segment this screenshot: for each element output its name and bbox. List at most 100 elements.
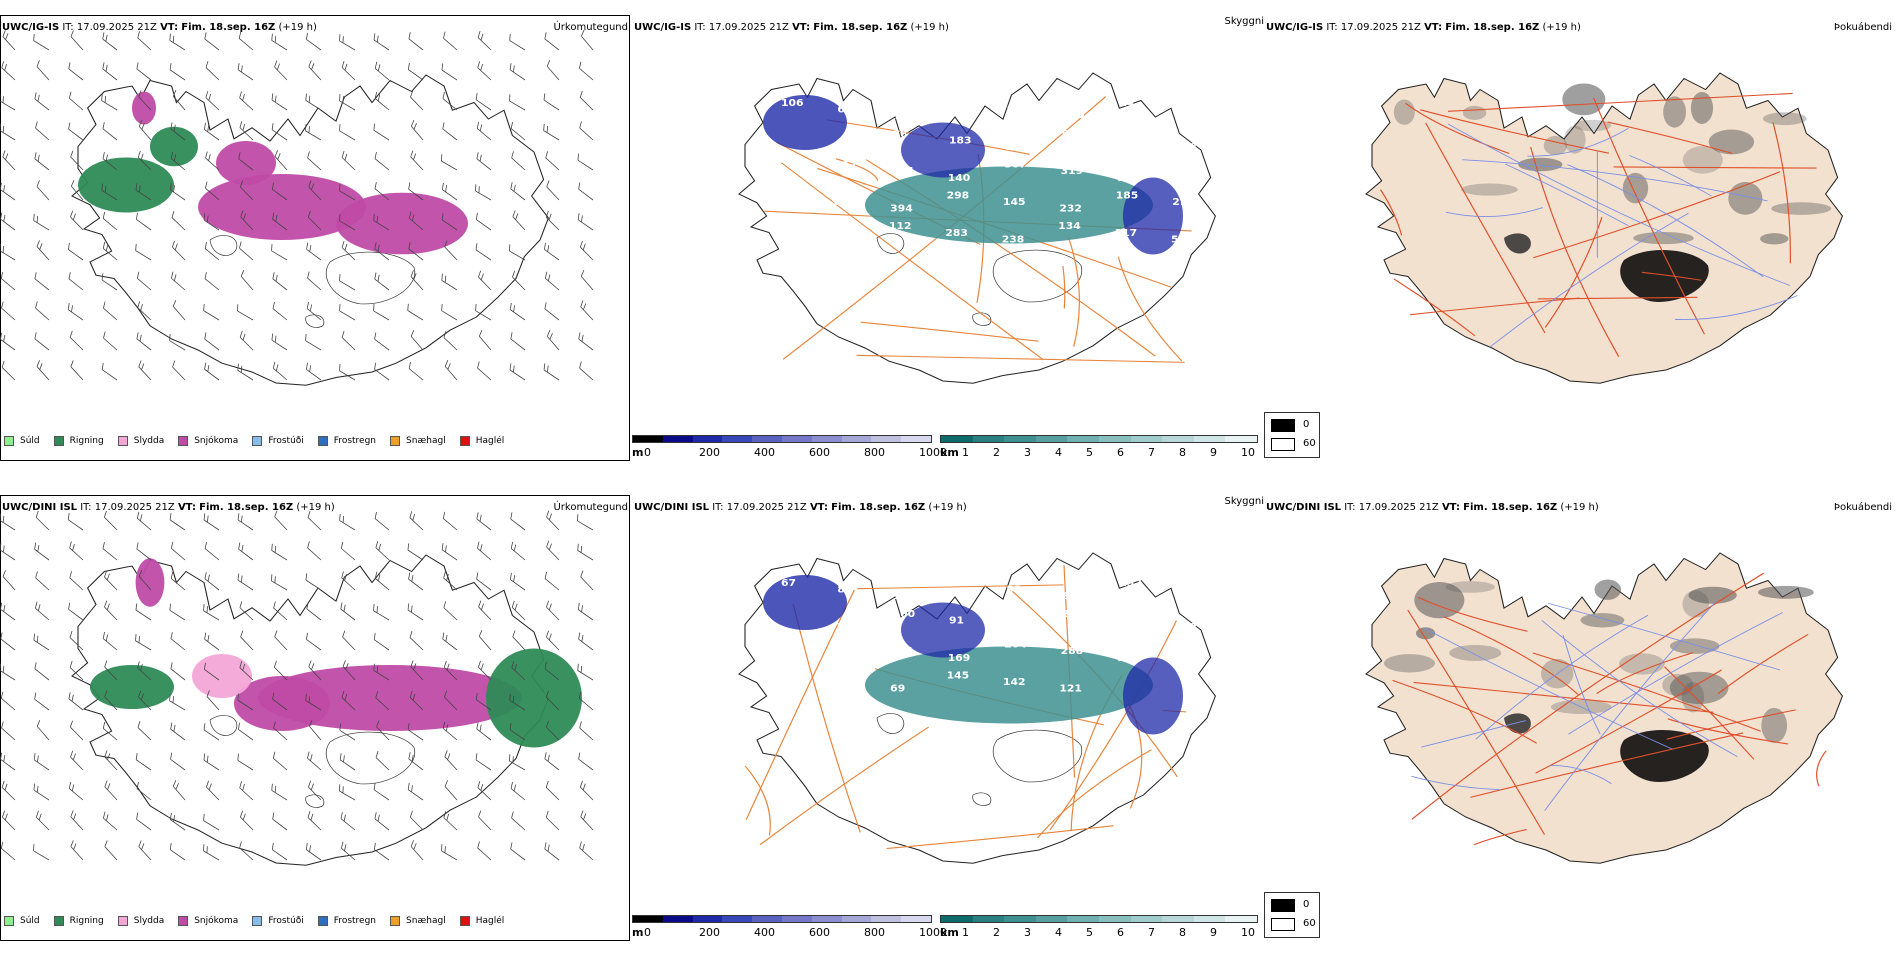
wind-barb xyxy=(339,542,359,560)
wind-barb xyxy=(66,123,86,140)
cloud-base-label: 108 xyxy=(894,591,917,602)
wind-barb xyxy=(475,362,495,380)
precip-legend-item: Rigning xyxy=(54,916,104,926)
cloud-base-label: 117 xyxy=(1115,227,1138,238)
wind-barb xyxy=(31,844,52,860)
wind-barb xyxy=(66,303,87,320)
fog-swatch-0 xyxy=(1271,899,1295,912)
wind-barb xyxy=(508,512,528,530)
wind-barb xyxy=(0,361,19,380)
cloud-base-label: 88 xyxy=(893,128,908,139)
wind-barb xyxy=(579,30,597,50)
wind-barb xyxy=(0,543,18,560)
cloud-base-label: 104 xyxy=(1063,111,1086,122)
wind-barb xyxy=(474,512,494,530)
visibility-tick: 5 xyxy=(1086,446,1093,459)
wind-barb xyxy=(0,603,19,620)
cloud-base-label: 664 xyxy=(1118,135,1141,146)
wind-barb xyxy=(67,92,87,110)
wind-barb xyxy=(307,60,326,80)
visibility-tick: 7 xyxy=(1148,926,1155,939)
legend-label: Rigning xyxy=(70,436,104,446)
legend-swatch xyxy=(4,916,14,926)
wind-barb xyxy=(270,93,291,110)
legend-label: Frostúði xyxy=(268,436,303,446)
wind-barb xyxy=(542,842,562,860)
wind-barb xyxy=(475,542,495,560)
cloud-base-label: 331 xyxy=(891,646,914,657)
precip-area xyxy=(90,665,174,709)
wind-barb xyxy=(67,272,87,290)
visibility-tick: 10 xyxy=(1241,446,1255,459)
wind-barb xyxy=(35,60,53,80)
legend-label: Slydda xyxy=(134,916,164,926)
wind-barb xyxy=(544,631,563,650)
wind-barb xyxy=(579,811,598,830)
wind-barb xyxy=(508,842,528,860)
wind-barb xyxy=(337,514,358,530)
cloud-base-label: 106 xyxy=(781,97,804,108)
legend-swatch xyxy=(54,916,64,926)
visibility-tick: 4 xyxy=(1055,926,1062,939)
cloud-base-label: 224 xyxy=(835,639,858,650)
cloud-base-label: 164 xyxy=(891,166,914,177)
low-cloud-area xyxy=(1123,658,1183,735)
wind-barb xyxy=(542,363,563,380)
precip-type-panel: UWC/IG-IS IT: 17.09.2025 21Z VT: Fim. 18… xyxy=(0,0,632,470)
wind-barb xyxy=(542,302,562,320)
wind-barb xyxy=(1,570,19,590)
wind-barb xyxy=(544,781,563,800)
cloud-base-label: 206 xyxy=(833,234,856,245)
wind-barb xyxy=(168,63,189,80)
fog-shade xyxy=(1691,92,1713,124)
fog-shade xyxy=(1394,100,1415,125)
wind-barb xyxy=(542,93,563,110)
cloud-base-label: 185 xyxy=(1116,190,1139,201)
cloud-base-label: 94 xyxy=(1063,591,1078,602)
wind-barb xyxy=(577,121,597,140)
cloud-base-label: 82 xyxy=(837,584,852,595)
cloud-base-label: 62 xyxy=(950,97,965,108)
wind-barb xyxy=(68,331,87,350)
cloud-base-label: 210 xyxy=(1172,196,1195,207)
cloud-base-tick: 800 xyxy=(864,926,885,939)
legend-swatch xyxy=(118,916,128,926)
wind-barb xyxy=(168,843,189,860)
fog-shade xyxy=(1449,645,1501,661)
fog-shade xyxy=(1760,233,1788,244)
visibility-tick: 5 xyxy=(1086,926,1093,939)
visibility-tick: 2 xyxy=(993,446,1000,459)
wind-barb xyxy=(101,332,121,350)
wind-barb xyxy=(0,664,18,680)
cloud-base-tick: 400 xyxy=(754,926,775,939)
cloud-base-label: 504 xyxy=(1171,234,1194,245)
fog-swatch-60 xyxy=(1271,438,1295,451)
cloud-base-label: 121 xyxy=(1059,683,1082,694)
wind-barb xyxy=(235,573,256,590)
fog-legend-top: 0 60 xyxy=(1264,412,1320,458)
precip-legend-item: Frostúði xyxy=(252,436,303,446)
wind-barb xyxy=(544,601,563,620)
wind-barb xyxy=(201,844,222,860)
visibility-tick: 8 xyxy=(1179,926,1186,939)
wind-barb xyxy=(576,183,596,200)
cloud-base-label: 307 xyxy=(1004,159,1027,170)
fog-shade xyxy=(1463,106,1486,120)
low-cloud-area xyxy=(763,95,847,150)
wind-barb xyxy=(0,781,19,800)
row-ig-is: UWC/IG-IS IT: 17.09.2025 21Z VT: Fim. 18… xyxy=(0,0,1900,475)
fog-indicator-panel: UWC/IG-IS IT: 17.09.2025 21Z VT: Fim. 18… xyxy=(1264,0,1900,470)
cloud-base-label: 92 xyxy=(1062,128,1077,139)
wind-barb xyxy=(373,62,393,80)
visibility-tick: 10 xyxy=(1241,926,1255,939)
wind-barb xyxy=(509,542,529,560)
visibility-tick: 6 xyxy=(1117,926,1124,939)
precip-legend-item: Haglél xyxy=(460,916,505,926)
precip-type-panel: UWC/DINI ISL IT: 17.09.2025 21Z VT: Fim.… xyxy=(0,480,632,950)
wind-barb xyxy=(373,512,393,530)
wind-barb xyxy=(442,331,461,350)
wind-barb xyxy=(35,180,53,200)
legend-label: Frostúði xyxy=(268,916,303,926)
cloud-map: 1066570628910414989788183299266412811116… xyxy=(632,30,1264,430)
